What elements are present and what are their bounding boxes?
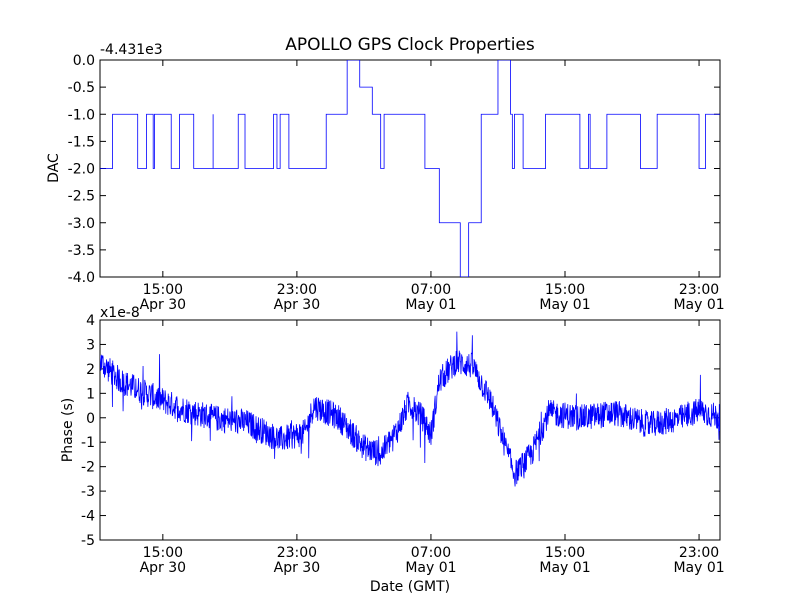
y-tick-label: -3.5 — [68, 243, 95, 259]
phase-series — [100, 331, 720, 487]
x-tick-time-label: 15:00 — [545, 545, 585, 561]
y-tick-label: -2.5 — [68, 189, 95, 205]
x-tick-date-label: Apr 30 — [274, 297, 320, 313]
x-tick-date-label: May 01 — [405, 297, 456, 313]
phase-y-axis-label: Phase (s) — [60, 398, 76, 462]
phase-y-ticks: 4 3 2 1 0 -1 -2 -3 -4 -5 — [81, 313, 720, 549]
y-tick-label: 0.0 — [73, 53, 95, 69]
phase-x-axis-label: Date (GMT) — [370, 579, 450, 595]
x-tick-date-label: Apr 30 — [140, 560, 186, 576]
y-tick-label: -2 — [81, 460, 95, 476]
x-tick-time-label: 15:00 — [143, 282, 183, 298]
series-line — [100, 60, 720, 277]
x-tick-date-label: May 01 — [405, 560, 456, 576]
y-tick-label: -4 — [81, 509, 95, 525]
x-tick-time-label: 23:00 — [277, 545, 317, 561]
x-tick-date-label: Apr 30 — [274, 560, 320, 576]
x-tick-date-label: Apr 30 — [140, 297, 186, 313]
dac-offset-label: -4.431e3 — [100, 42, 163, 58]
y-tick-label: 1 — [86, 386, 95, 402]
dac-y-ticks: 0.0 -0.5 -1.0 -1.5 -2.0 -2.5 -3.0 -3.5 -4.0 — [68, 53, 720, 286]
dac-plot-frame — [99, 59, 721, 278]
x-tick-time-label: 15:00 — [143, 545, 183, 561]
y-tick-label: 0 — [86, 411, 95, 427]
x-tick-date-label: May 01 — [539, 297, 590, 313]
dac-series — [100, 60, 720, 277]
y-tick-label: -3 — [81, 484, 95, 500]
x-tick-time-label: 23:00 — [277, 282, 317, 298]
y-tick-label: -1.0 — [68, 107, 95, 123]
y-tick-label: -1 — [81, 435, 95, 451]
y-tick-label: -5 — [81, 533, 95, 549]
y-tick-label: 3 — [86, 337, 95, 353]
y-tick-label: 2 — [86, 362, 95, 378]
y-tick-label: -2.0 — [68, 162, 95, 178]
x-tick-date-label: May 01 — [539, 560, 590, 576]
x-tick-time-label: 07:00 — [411, 545, 451, 561]
x-tick-time-label: 15:00 — [545, 282, 585, 298]
y-tick-label: -4.0 — [68, 270, 95, 286]
x-tick-date-label: May 01 — [673, 297, 724, 313]
y-tick-label: -0.5 — [68, 80, 95, 96]
phase-panel: x1e-8 Phase (s) Date (GMT) 4 3 2 1 0 -1 -2 -3 -4… — [60, 305, 725, 595]
y-tick-label: -1.5 — [68, 134, 95, 150]
x-tick-time-label: 07:00 — [411, 282, 451, 298]
y-tick-label: 4 — [86, 313, 95, 329]
dac-y-axis-label: DAC — [46, 153, 62, 183]
x-tick-time-label: 23:00 — [679, 282, 719, 298]
x-tick-time-label: 23:00 — [679, 545, 719, 561]
series-line — [100, 331, 720, 487]
y-tick-label: -3.0 — [68, 216, 95, 232]
x-tick-date-label: May 01 — [673, 560, 724, 576]
dac-panel: -4.431e3 DAC 0.0 -0.5 -1.0 -1.5 -2.0 -2.5 -3.0… — [46, 42, 725, 313]
phase-offset-label: x1e-8 — [100, 305, 140, 321]
chart-title: APOLLO GPS Clock Properties — [285, 35, 535, 55]
phase-plot-frame — [99, 319, 721, 541]
